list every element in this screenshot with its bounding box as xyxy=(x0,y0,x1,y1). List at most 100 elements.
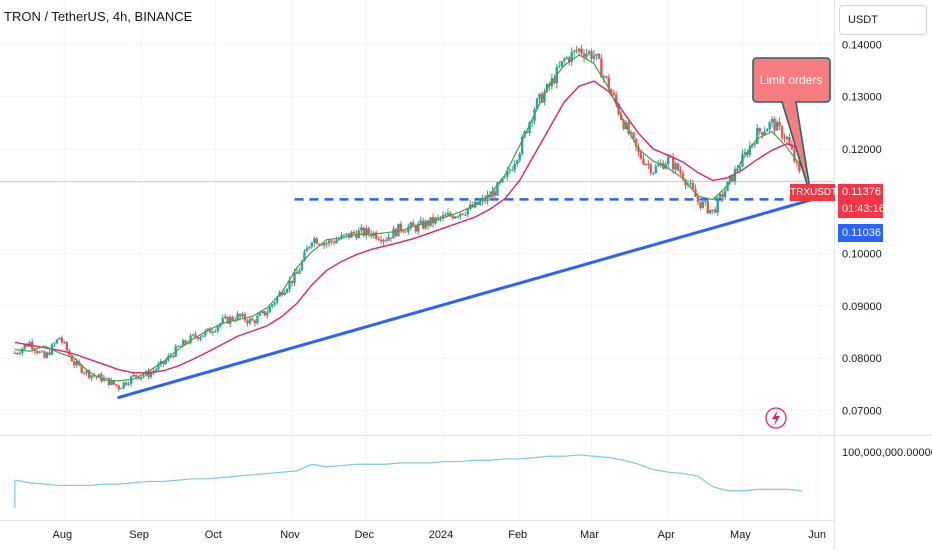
candle-body xyxy=(530,120,534,123)
candle-body xyxy=(305,248,309,252)
candle-body xyxy=(100,374,103,381)
candle-body xyxy=(634,138,638,147)
candle-body xyxy=(290,280,294,284)
candle-body xyxy=(414,225,417,232)
candle-body xyxy=(157,364,160,370)
candle-body xyxy=(97,374,101,377)
candle-body xyxy=(456,216,460,218)
candle-body xyxy=(26,344,29,347)
candle-body xyxy=(43,351,46,358)
currency-selector[interactable]: USDT xyxy=(839,5,927,35)
candle-body xyxy=(211,331,215,333)
candle-body xyxy=(285,289,289,293)
lightning-icon[interactable] xyxy=(765,407,787,429)
candle-body xyxy=(424,220,427,229)
candle-body xyxy=(325,243,328,245)
candle-body xyxy=(696,196,700,202)
candle-body xyxy=(518,153,521,161)
candle-body xyxy=(765,129,769,132)
candle-body xyxy=(689,183,692,185)
candle-body xyxy=(315,238,318,245)
price-tick-label: 0.08000 xyxy=(842,353,882,365)
candle-body xyxy=(582,53,586,58)
candle-body xyxy=(595,53,598,56)
candle-body xyxy=(53,343,56,345)
candle-body xyxy=(716,197,719,213)
candle-body xyxy=(699,201,702,208)
candle-body xyxy=(746,152,749,156)
candle-body xyxy=(580,48,583,54)
candle-body xyxy=(770,118,774,123)
candle-body xyxy=(184,340,187,344)
candle-body xyxy=(58,337,61,340)
candle-body xyxy=(563,58,566,61)
candle-body xyxy=(404,231,408,233)
candle-body xyxy=(788,136,791,144)
candle-body xyxy=(736,169,739,171)
ascending-trendline[interactable] xyxy=(117,198,814,399)
candle-body xyxy=(221,318,224,324)
candle-body xyxy=(642,158,645,165)
candle-body xyxy=(743,152,747,155)
candle-body xyxy=(756,128,759,144)
candle-body xyxy=(558,66,561,68)
candle-body xyxy=(112,380,116,385)
ma-fast-path xyxy=(14,54,803,382)
candle-body xyxy=(389,237,393,239)
candle-body xyxy=(483,197,487,202)
price-tick-label: 0.12000 xyxy=(842,144,882,156)
volume-line xyxy=(14,454,802,508)
candle-body xyxy=(60,337,64,343)
candle-body xyxy=(778,121,781,127)
candle-body xyxy=(679,170,682,174)
time-tick-label: Sep xyxy=(129,529,149,541)
chart-title: TRON / TetherUS, 4h, BINANCE xyxy=(4,9,193,24)
candle-body xyxy=(446,212,450,215)
candle-body xyxy=(464,214,467,216)
candle-body xyxy=(763,131,766,135)
candle-body xyxy=(340,234,343,239)
candle-body xyxy=(600,58,603,78)
candle-body xyxy=(87,370,91,378)
candle-body xyxy=(711,209,714,211)
candle-body xyxy=(365,228,368,236)
candle-body xyxy=(273,302,276,305)
candle-body xyxy=(441,215,445,219)
candle-body xyxy=(236,313,239,321)
candle-body xyxy=(520,136,524,154)
candle-body xyxy=(337,238,341,241)
grid-lines xyxy=(0,0,834,520)
candle-body xyxy=(619,114,623,120)
candle-body xyxy=(407,226,410,232)
candle-body xyxy=(241,313,244,317)
candle-body xyxy=(228,316,232,324)
callout-label: Limit orders xyxy=(759,73,823,87)
candle-body xyxy=(506,171,509,177)
limit-orders-callout[interactable] xyxy=(752,57,831,200)
candle-body xyxy=(164,360,168,364)
time-tick-label: May xyxy=(730,529,751,541)
candle-body xyxy=(511,169,514,171)
candle-body xyxy=(387,237,390,241)
candle-body xyxy=(320,244,323,246)
candle-body xyxy=(632,132,635,139)
candle-body xyxy=(543,92,546,103)
candle-body xyxy=(231,316,234,321)
candle-body xyxy=(793,149,796,162)
last-price-symbol: TRXUSDT xyxy=(790,184,837,201)
candle-body xyxy=(266,312,269,316)
candle-body xyxy=(644,163,648,165)
candle-body xyxy=(513,164,516,170)
callout-bubble xyxy=(752,57,831,200)
time-tick-label: Mar xyxy=(580,529,599,541)
candle-body xyxy=(402,230,405,232)
candle-body xyxy=(629,132,633,134)
candle-body xyxy=(63,342,66,344)
candle-body xyxy=(209,328,212,333)
candle-body xyxy=(674,163,677,170)
candle-body xyxy=(362,227,365,236)
candle-body xyxy=(253,320,257,324)
candle-body xyxy=(607,77,610,90)
